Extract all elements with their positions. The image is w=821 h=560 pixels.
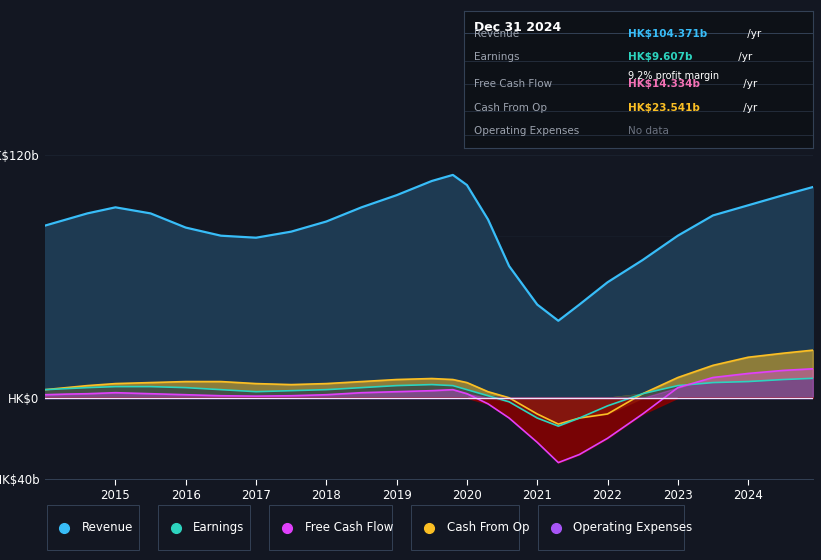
Text: Revenue: Revenue: [82, 521, 133, 534]
Text: Operating Expenses: Operating Expenses: [573, 521, 693, 534]
Text: Free Cash Flow: Free Cash Flow: [305, 521, 393, 534]
Text: Earnings: Earnings: [193, 521, 245, 534]
Text: HK$9.607b: HK$9.607b: [628, 52, 692, 62]
Text: Free Cash Flow: Free Cash Flow: [475, 80, 553, 90]
Text: /yr: /yr: [740, 102, 757, 113]
Text: /yr: /yr: [740, 80, 757, 90]
Text: HK$104.371b: HK$104.371b: [628, 29, 707, 39]
Text: No data: No data: [628, 126, 669, 136]
Text: Cash From Op: Cash From Op: [447, 521, 529, 534]
Text: /yr: /yr: [735, 52, 752, 62]
Text: Revenue: Revenue: [475, 29, 520, 39]
Text: Operating Expenses: Operating Expenses: [475, 126, 580, 136]
Text: Cash From Op: Cash From Op: [475, 102, 548, 113]
Text: /yr: /yr: [744, 29, 761, 39]
Text: 9.2% profit margin: 9.2% profit margin: [628, 71, 719, 81]
Text: HK$14.334b: HK$14.334b: [628, 80, 699, 90]
Text: Earnings: Earnings: [475, 52, 520, 62]
Text: Dec 31 2024: Dec 31 2024: [475, 21, 562, 34]
Text: HK$23.541b: HK$23.541b: [628, 102, 699, 113]
